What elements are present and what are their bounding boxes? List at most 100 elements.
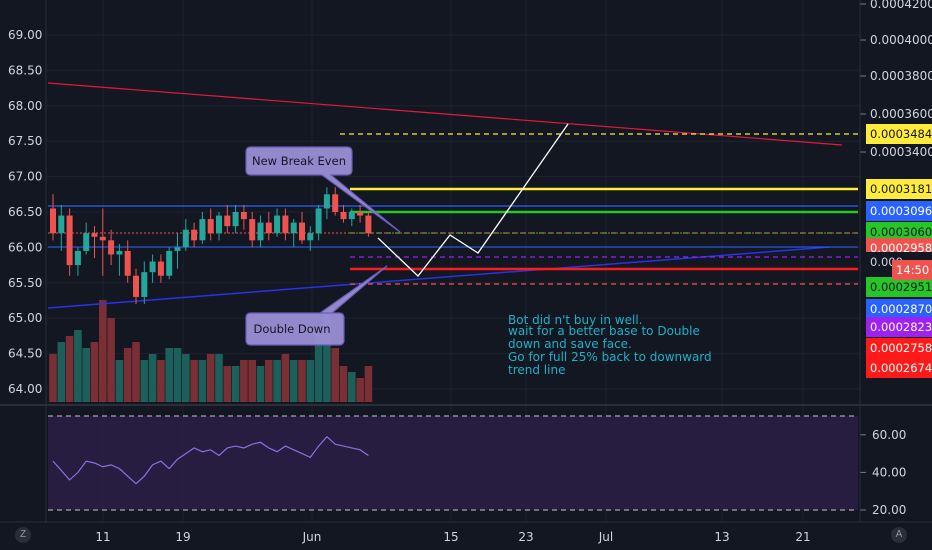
note-line-4: Go for full 25% back to downward (508, 350, 712, 364)
candle (149, 254, 156, 283)
bar-countdown: 14:50 (892, 260, 932, 280)
note-line-1: Bot did n't buy in well. (508, 313, 642, 327)
price-tag-label: 0.0003096 (870, 204, 932, 218)
right-price-axis[interactable]: 0.0004200 0.0004000 0.0003800 0.0003600 0.00… (860, 0, 932, 159)
callout-double-down-label: Double Down (254, 322, 331, 336)
rsi-axis-tick: 60.00 (872, 428, 906, 442)
time-axis-tick: 23 (518, 530, 533, 544)
price-tag-label: 0.0002870 (870, 302, 932, 316)
bar-countdown-label: 14:50 (896, 263, 929, 277)
candle (141, 261, 148, 305)
candle (307, 226, 314, 251)
rsi-pane[interactable] (48, 415, 858, 511)
candle (232, 204, 239, 234)
auto-scale-button[interactable]: A (891, 527, 907, 543)
time-axis[interactable]: 11 19 Jun 15 23 Jul 13 21 (95, 530, 810, 544)
price-tag-label: 0.0002674 (870, 361, 932, 375)
price-tag: 0.0002823 (866, 317, 932, 337)
right-axis-tick: 0.0003800 (870, 69, 932, 83)
candle (74, 247, 81, 276)
left-axis-tick: 69.00 (8, 28, 42, 42)
price-tag: 0.0003096 (866, 201, 932, 221)
annotation-note[interactable]: Bot did n't buy in well. wait for a bett… (508, 313, 712, 377)
candle (166, 247, 173, 280)
candle (299, 212, 305, 244)
volume-bar (173, 348, 182, 402)
right-axis-tick: 0.0003600 (870, 107, 932, 121)
callout-double-down[interactable]: Double Down (245, 265, 388, 346)
price-tag-label: 0.0002958 (870, 241, 932, 255)
price-tags: 0.0003484 0.0003181 0.0003096 0.0003060 0.00… (866, 124, 932, 378)
right-axis-tick: 0.0004200 (870, 0, 932, 11)
time-axis-tick: Jul (598, 530, 613, 544)
volume-bar (115, 360, 124, 402)
volume-bar (248, 360, 256, 402)
time-axis-tick: 15 (443, 530, 458, 544)
right-axis-tick: 0.0004000 (870, 33, 932, 47)
left-axis-tick: 65.00 (8, 311, 42, 325)
candle (199, 212, 206, 244)
rsi-axis[interactable]: 60.00 40.00 20.00 (860, 428, 906, 517)
volume-bar (306, 360, 315, 402)
price-tag: 0.0002758 (866, 338, 932, 358)
volume-bar (74, 330, 82, 402)
volume-bar (240, 360, 248, 402)
candle (282, 208, 289, 241)
left-axis-tick: 65.50 (8, 276, 42, 290)
drawing-layer[interactable] (47, 82, 858, 309)
volume-bar (364, 366, 373, 402)
note-line-5: trend line (508, 363, 565, 377)
left-axis-tick: 68.50 (8, 63, 42, 77)
note-line-3: down and save face. (508, 337, 632, 351)
left-axis-tick: 68.00 (8, 99, 42, 113)
volume-bar (215, 354, 223, 402)
volume-bar (356, 378, 364, 402)
left-axis-tick: 64.50 (8, 347, 42, 361)
price-tag-label: 0.0002823 (870, 320, 932, 334)
time-axis-tick: 13 (714, 530, 729, 544)
upward-trend-line[interactable] (47, 246, 831, 309)
volume-bar (157, 360, 165, 402)
candle (182, 219, 189, 251)
volume-bar (99, 300, 107, 402)
time-axis-tick: Jun (302, 530, 322, 544)
timezone-button[interactable]: Z (15, 527, 31, 543)
candle (315, 204, 322, 241)
candle (83, 222, 90, 255)
left-axis-tick: 64.00 (8, 382, 42, 396)
price-tag-label: 0.0003181 (870, 182, 932, 196)
candle (348, 208, 355, 227)
callout-new-break-even[interactable]: New Break Even (245, 146, 401, 233)
candle (332, 187, 339, 216)
candle (124, 240, 131, 283)
volume-bar (140, 360, 149, 402)
volume-bar (339, 366, 348, 402)
candlestick-series (50, 187, 372, 305)
volume-bar (231, 366, 240, 402)
candle (365, 212, 372, 237)
downward-trend-line[interactable] (47, 82, 843, 146)
price-tag: 0.0003181 (866, 179, 932, 199)
candle (249, 212, 256, 248)
candle (116, 243, 123, 276)
candle (265, 212, 272, 241)
volume-bar (148, 354, 157, 402)
projection-path-line[interactable] (377, 123, 569, 277)
volume-bar (273, 360, 281, 402)
candle (240, 204, 247, 230)
left-price-axis[interactable]: 69.00 68.50 68.00 67.50 67.00 66.50 66.00 65.50… (8, 28, 42, 396)
callout-new-break-even-label: New Break Even (252, 154, 346, 168)
rsi-axis-tick: 40.00 (872, 465, 906, 479)
volume-bar (107, 318, 115, 402)
rsi-line (52, 435, 369, 485)
candle (133, 268, 139, 305)
candle (91, 226, 98, 259)
volume-bar (57, 342, 66, 402)
volume-bar (323, 312, 331, 402)
time-axis-tick: 19 (175, 530, 190, 544)
left-axis-tick: 67.50 (8, 134, 42, 148)
candle (99, 208, 106, 276)
time-axis-tick: 11 (95, 530, 110, 544)
volume-bar (223, 366, 232, 402)
